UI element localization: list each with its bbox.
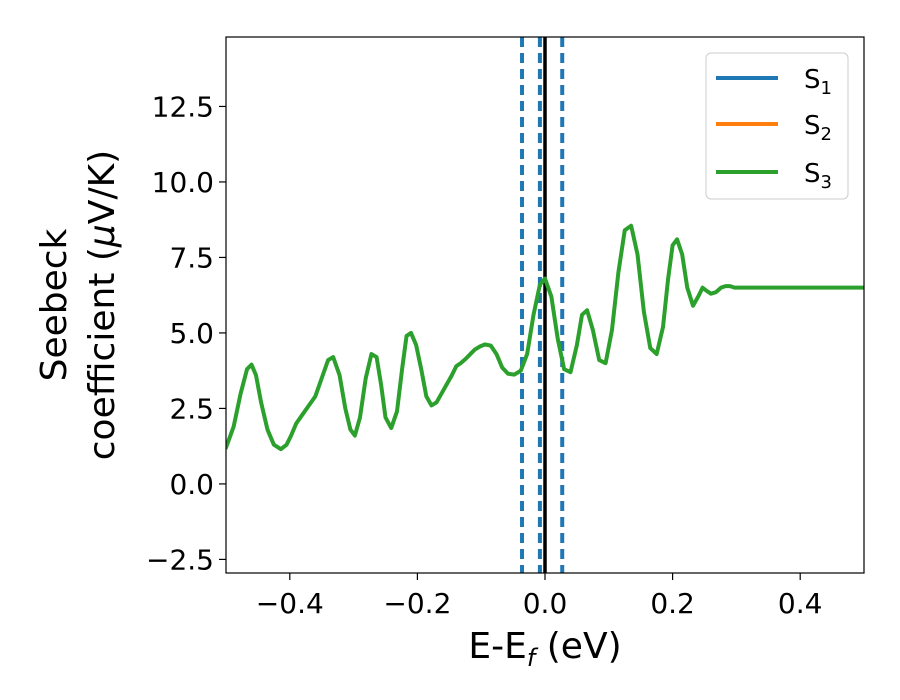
x-tick-label: 0.0 [523,587,568,620]
y-axis-ticks: −2.5 0.0 2.5 5.0 7.5 10.0 12.5 [146,90,226,576]
x-axis-label: E-Ef (eV) [468,626,621,672]
legend-label-s1-main: S [804,65,821,95]
y-tick-label: 2.5 [169,392,214,425]
series-group [226,223,864,452]
y-axis-label-line2: coefficient (μV/K) [82,150,123,460]
x-axis-ticks: −0.4 −0.2 0.0 0.2 0.4 [256,573,823,620]
reference-lines [520,37,565,573]
y-axis-label-mu: μ [82,224,123,248]
legend-label-s2-main: S [804,111,821,141]
x-tick-label: −0.4 [256,587,324,620]
legend-label-s3-main: S [804,159,821,189]
y-axis-label-line2-post: V/K) [82,150,123,224]
x-tick-label: 0.2 [650,587,695,620]
y-tick-label: 0.0 [169,468,214,501]
y-axis-label-line2-pre: coefficient ( [82,247,123,460]
x-tick-label: 0.4 [778,587,823,620]
legend: S1 S2 S3 [705,52,849,200]
legend-label-s2: S2 [804,111,832,145]
legend-label-s1: S1 [804,65,832,99]
x-axis-label-main: E-E [468,626,526,667]
legend-label-s3: S3 [804,159,832,193]
y-tick-label: 7.5 [169,241,214,274]
x-tick-label: −0.2 [383,587,451,620]
y-axis-label-line1: Seebeck [34,228,75,381]
y-axis-label: Seebeck coefficient (μV/K) [34,150,123,460]
x-axis-label-tail: (eV) [535,626,621,667]
y-tick-label: 5.0 [169,317,214,350]
y-tick-label: 10.0 [152,166,214,199]
y-tick-label: −2.5 [146,543,214,576]
legend-label-s3-sub: 3 [821,172,832,193]
legend-label-s1-sub: 1 [821,78,832,99]
y-tick-label: 12.5 [152,90,214,123]
legend-label-s2-sub: 2 [821,124,832,145]
series-line-s3 [226,223,864,452]
